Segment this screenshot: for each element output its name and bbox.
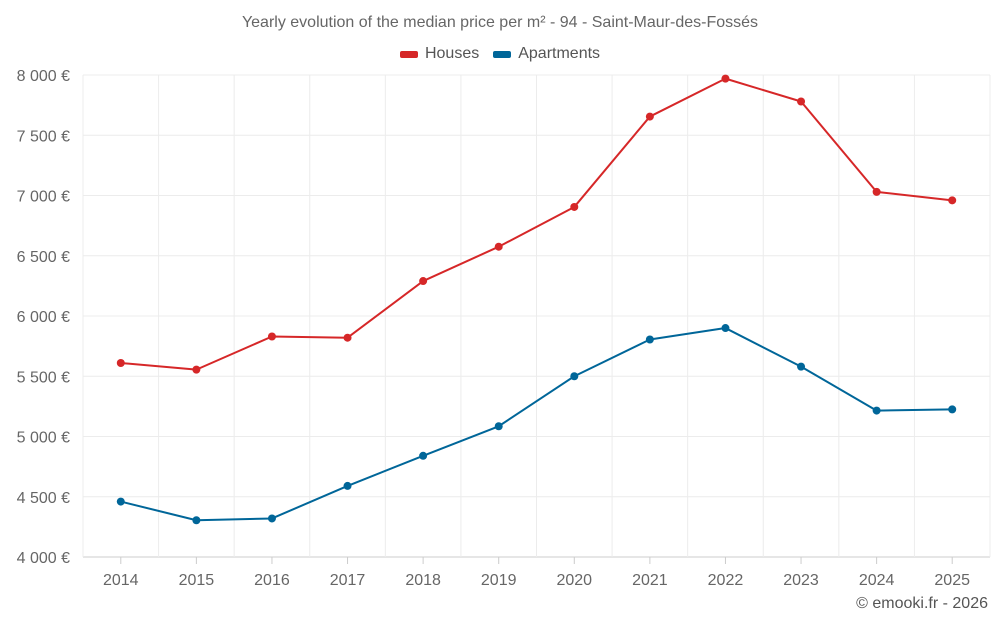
legend-item-houses[interactable]: Houses <box>399 45 480 63</box>
x-tick-label: 2021 <box>632 572 668 589</box>
data-point-apartments <box>645 335 654 344</box>
y-tick-label: 6 000 € <box>17 309 70 326</box>
legend-label-apartments: Apartments <box>518 45 601 62</box>
y-tick-label: 5 500 € <box>17 369 70 386</box>
legend-swatch-apartments <box>493 50 512 58</box>
data-point-houses <box>721 74 730 83</box>
x-tick-label: 2025 <box>934 572 970 589</box>
x-tick-label: 2022 <box>708 572 744 589</box>
legend-swatch-houses <box>399 50 418 58</box>
data-point-apartments <box>721 324 730 333</box>
legend-label-houses: Houses <box>424 45 480 62</box>
x-tick-label: 2015 <box>179 572 215 589</box>
data-point-apartments <box>343 481 352 490</box>
data-point-apartments <box>267 514 276 523</box>
data-point-apartments <box>872 406 881 415</box>
data-point-apartments <box>419 451 428 460</box>
y-tick-label: 6 500 € <box>17 249 70 266</box>
watermark: © emooki.fr - 2026 <box>856 595 988 612</box>
x-tick-label: 2018 <box>405 572 441 589</box>
data-point-houses <box>494 242 503 251</box>
data-point-apartments <box>494 422 503 431</box>
data-point-apartments <box>797 362 806 371</box>
x-tick-label: 2024 <box>859 572 895 589</box>
axes: 4 000 € 4 500 € 5 000 € 5 500 € 6 000 € 6 500… <box>17 68 970 589</box>
x-tick-label: 2014 <box>103 572 139 589</box>
y-tick-label: 5 000 € <box>17 430 70 447</box>
x-tick-label: 2023 <box>783 572 819 589</box>
data-point-houses <box>872 187 881 196</box>
legend: Houses Apartments <box>0 45 1000 63</box>
data-point-apartments <box>570 372 579 381</box>
x-tick-label: 2020 <box>556 572 592 589</box>
grid <box>82 74 991 558</box>
data-point-houses <box>267 332 276 341</box>
data-point-houses <box>645 112 654 121</box>
data-point-apartments <box>948 405 957 414</box>
y-tick-label: 4 000 € <box>17 550 70 567</box>
chart-title: Yearly evolution of the median price per… <box>241 14 759 31</box>
data-point-houses <box>343 333 352 342</box>
data-point-houses <box>570 202 579 211</box>
y-tick-label: 4 500 € <box>17 490 70 507</box>
y-tick-label: 7 500 € <box>17 128 70 145</box>
data-point-houses <box>192 365 201 374</box>
x-tick-label: 2019 <box>481 572 517 589</box>
data-point-houses <box>797 97 806 106</box>
data-point-houses <box>419 277 428 286</box>
data-point-apartments <box>116 497 125 506</box>
series-line-houses <box>120 77 953 371</box>
y-tick-label: 8 000 € <box>17 68 70 85</box>
legend-item-apartments[interactable]: Apartments <box>493 45 600 63</box>
series-line-apartments <box>120 327 953 522</box>
x-tick-label: 2017 <box>330 572 366 589</box>
data-point-apartments <box>192 516 201 525</box>
data-point-houses <box>948 196 957 205</box>
x-tick-label: 2016 <box>254 572 290 589</box>
data-point-houses <box>116 358 125 367</box>
series <box>116 74 957 525</box>
y-tick-label: 7 000 € <box>17 189 70 206</box>
